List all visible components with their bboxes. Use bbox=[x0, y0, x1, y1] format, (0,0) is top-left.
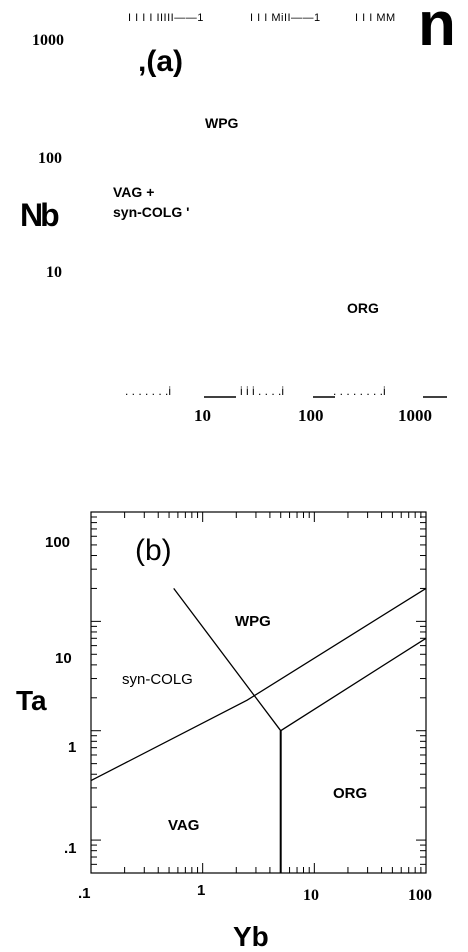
boundary-line-2 bbox=[173, 588, 427, 732]
boundary-line-1 bbox=[90, 587, 427, 782]
panel-b-x-tick-10: 10 bbox=[303, 887, 319, 904]
panel-a-top-axis-text-3: I I I MM bbox=[355, 12, 396, 24]
panel-a-y-tick-10: 10 bbox=[46, 264, 62, 281]
panel-b: (b) WPG syn-COLG ORG VAG 100 10 1 .1 .1 … bbox=[16, 511, 432, 952]
panel-b-y-tick-1: 1 bbox=[68, 739, 76, 756]
panel-a-bottom-axis-text-1: . . . . . . .i bbox=[125, 384, 171, 398]
panel-b-x-axis-label: Yb bbox=[233, 921, 269, 952]
panel-a: I I I I IIIII——1 I I I MiII——1 I I I MM … bbox=[20, 0, 456, 425]
panel-a-y-tick-1000: 1000 bbox=[32, 32, 64, 49]
panel-a-y-tick-100: 100 bbox=[38, 150, 62, 167]
panel-a-region-vag: VAG + bbox=[113, 184, 154, 200]
panel-a-x-tick-1000: 1000 bbox=[398, 406, 432, 425]
panel-a-x-tick-100: 100 bbox=[298, 406, 324, 425]
panel-a-bottom-axis-text-2: i i i . . . .i bbox=[240, 384, 284, 398]
panel-a-region-wpg: WPG bbox=[205, 115, 239, 131]
panel-b-x-tick-100: 100 bbox=[408, 887, 432, 904]
panel-a-bottom-axis-text-3: . . . . . . . .i bbox=[333, 384, 386, 398]
panel-b-x-tick-1: 1 bbox=[197, 882, 205, 899]
panel-b-region-org: ORG bbox=[333, 785, 367, 802]
panel-b-region-syn-colg: syn-COLG bbox=[122, 671, 193, 688]
panel-a-top-axis-text-2: I I I MiII——1 bbox=[250, 12, 321, 24]
panel-a-y-axis-label: Nb bbox=[20, 197, 59, 233]
panel-b-region-wpg: WPG bbox=[235, 613, 271, 630]
panel-a-top-axis-text-1: I I I I IIIII——1 bbox=[128, 12, 204, 24]
panel-b-boundary-lines bbox=[90, 587, 427, 873]
panel-b-plot-frame bbox=[90, 511, 427, 874]
panel-b-tick-marks bbox=[90, 511, 427, 874]
panel-a-region-org: ORG bbox=[347, 300, 379, 316]
panel-b-x-tick-0.1: .1 bbox=[78, 885, 91, 902]
panel-b-label: (b) bbox=[135, 534, 172, 567]
panel-b-region-vag: VAG bbox=[168, 817, 199, 834]
panel-a-bottom-axis: . . . . . . .i i i i . . . .i . . . . . … bbox=[125, 384, 447, 398]
panel-b-y-axis-label: Ta bbox=[16, 685, 47, 716]
panel-a-corner-text: n bbox=[418, 0, 456, 59]
panel-a-label: ,(a) bbox=[138, 45, 183, 78]
panel-a-region-syn-colg: syn-COLG ' bbox=[113, 204, 189, 220]
panel-b-y-tick-100: 100 bbox=[45, 534, 70, 551]
panel-a-x-tick-10: 10 bbox=[194, 406, 211, 425]
panel-b-y-tick-10: 10 bbox=[55, 650, 72, 667]
panel-b-y-tick-0.1: .1 bbox=[64, 840, 77, 857]
